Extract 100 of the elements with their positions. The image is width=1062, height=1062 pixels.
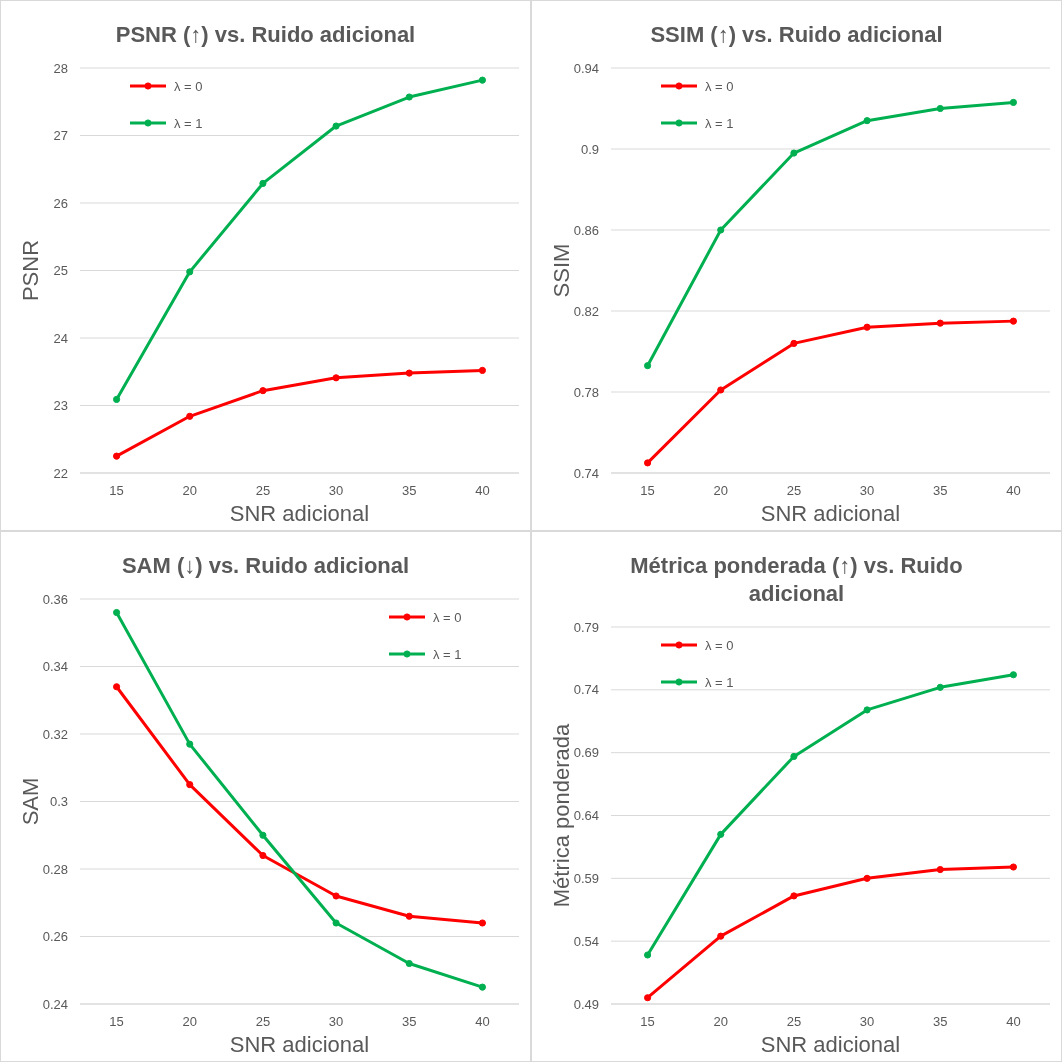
- x-tick-label: 35: [402, 483, 417, 498]
- y-tick-label: 0.32: [42, 726, 68, 742]
- point: [936, 104, 944, 113]
- x-axis-title: SNR adicional: [760, 501, 901, 526]
- point: [1009, 317, 1018, 325]
- point: [478, 366, 487, 374]
- x-tick-label: 35: [402, 1014, 417, 1029]
- x-tick-label: 15: [640, 1014, 655, 1029]
- legend-label: λ = 0: [174, 78, 203, 94]
- x-tick-label: 25: [255, 1014, 271, 1029]
- y-tick-label: 0.36: [42, 591, 68, 607]
- x-tick-label: 30: [859, 483, 875, 498]
- y-tick-label: 0.49: [573, 996, 599, 1012]
- point: [332, 374, 340, 382]
- point: [332, 892, 340, 900]
- x-tick-label: 40: [475, 1014, 490, 1029]
- y-tick-label: 0.79: [573, 619, 599, 635]
- legend-label: λ = 0: [433, 609, 462, 625]
- y-axis-title: SAM: [18, 777, 43, 826]
- point: [478, 76, 487, 84]
- point: [112, 452, 121, 460]
- point: [1009, 863, 1018, 871]
- legend-label: λ = 1: [433, 646, 462, 662]
- y-tick-label: 0.86: [573, 222, 599, 238]
- point: [478, 983, 487, 991]
- y-tick-label: 0.94: [573, 60, 599, 76]
- point: [405, 959, 413, 968]
- y-tick-label: 27: [53, 128, 68, 144]
- point: [643, 951, 652, 959]
- point: [790, 339, 798, 347]
- y-tick-label: 26: [53, 195, 68, 211]
- point: [717, 226, 725, 234]
- y-tick-label: 0.59: [573, 870, 599, 886]
- point: [112, 608, 121, 617]
- x-tick-label: 20: [182, 1014, 197, 1029]
- y-tick-label: 0.69: [573, 745, 599, 761]
- point: [863, 706, 871, 714]
- y-tick-label: 25: [53, 263, 68, 279]
- y-tick-label: 0.24: [42, 996, 68, 1012]
- point: [405, 93, 413, 101]
- y-tick-label: 0.82: [573, 303, 599, 319]
- point: [186, 412, 194, 420]
- y-axis-title: PSNR: [18, 239, 43, 302]
- point: [936, 683, 944, 691]
- chart-title: Métrica ponderada (↑) vs. Ruido adicional: [630, 553, 963, 606]
- y-tick-label: 0.9: [580, 141, 599, 157]
- x-tick-label: 25: [786, 483, 802, 498]
- legend-label: λ = 1: [705, 674, 734, 690]
- point: [1009, 671, 1018, 679]
- x-tick-label: 25: [255, 483, 271, 498]
- legend-label: λ = 1: [174, 115, 203, 131]
- point: [790, 149, 798, 157]
- point: [259, 851, 267, 860]
- x-tick-label: 40: [1006, 483, 1021, 498]
- x-tick-label: 30: [328, 1014, 344, 1029]
- point: [863, 323, 871, 331]
- point: [405, 369, 413, 377]
- point: [259, 387, 267, 395]
- x-tick-label: 30: [328, 483, 344, 498]
- y-tick-label: 0.26: [42, 929, 68, 945]
- point: [186, 740, 194, 748]
- legend-label: λ = 0: [705, 637, 734, 653]
- point: [717, 932, 725, 940]
- y-tick-label: 0.74: [573, 682, 599, 698]
- legend-label: λ = 0: [705, 78, 734, 94]
- point: [259, 831, 267, 839]
- x-axis-title: SNR adicional: [229, 501, 370, 526]
- x-tick-label: 25: [786, 1014, 802, 1029]
- point: [112, 395, 121, 404]
- point: [259, 179, 267, 188]
- x-axis-title: SNR adicional: [229, 1032, 370, 1057]
- x-tick-label: 35: [933, 483, 948, 498]
- point: [186, 781, 194, 789]
- point: [1009, 98, 1018, 107]
- point: [863, 874, 871, 882]
- chart-title: SSIM (↑) vs. Ruido adicional: [650, 22, 943, 47]
- x-tick-label: 20: [713, 483, 728, 498]
- x-tick-label: 20: [713, 1014, 728, 1029]
- point: [863, 117, 871, 125]
- x-tick-label: 35: [933, 1014, 948, 1029]
- y-tick-label: 28: [53, 60, 68, 76]
- x-tick-label: 15: [109, 1014, 124, 1029]
- x-tick-label: 40: [475, 483, 490, 498]
- chart-title: SAM (↓) vs. Ruido adicional: [121, 553, 410, 578]
- x-axis-title: SNR adicional: [760, 1032, 901, 1057]
- x-tick-label: 20: [182, 483, 197, 498]
- legend-label: λ = 1: [705, 115, 734, 131]
- y-tick-label: 24: [53, 330, 68, 346]
- y-tick-label: 0.74: [573, 465, 599, 481]
- point: [405, 912, 413, 920]
- point: [643, 362, 652, 370]
- y-tick-label: 0.34: [42, 659, 68, 675]
- point: [790, 752, 798, 761]
- x-tick-label: 15: [640, 483, 655, 498]
- point: [478, 919, 487, 927]
- x-tick-label: 40: [1006, 1014, 1021, 1029]
- point: [332, 919, 340, 927]
- point: [112, 683, 121, 691]
- point: [717, 386, 725, 394]
- point: [936, 865, 944, 874]
